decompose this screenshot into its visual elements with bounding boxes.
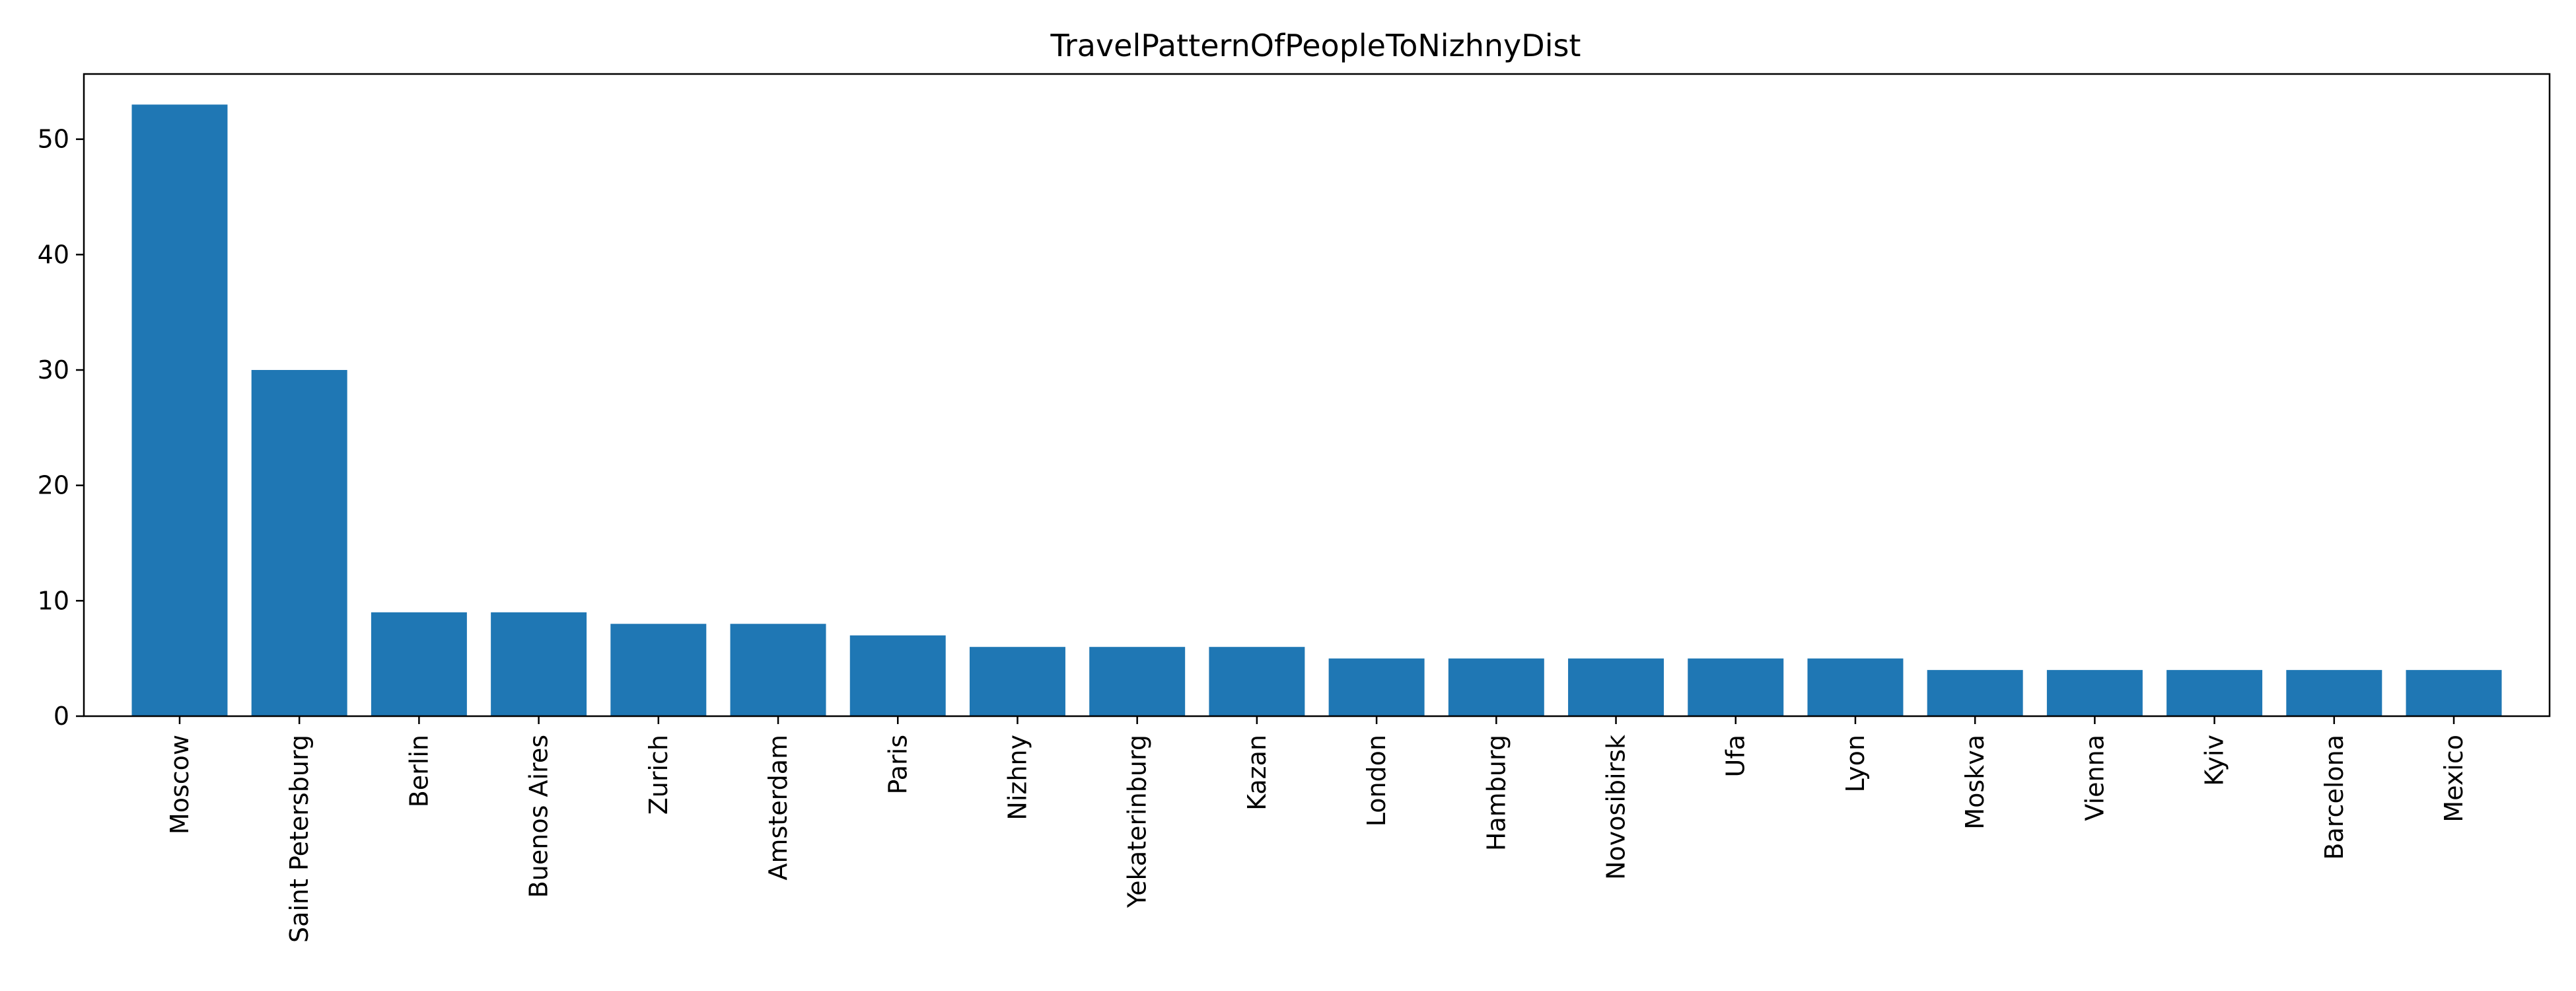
bar-buenos-aires (491, 612, 587, 716)
x-tick-label: Moskva (1960, 735, 1989, 830)
x-tick-label: Yekaterinburg (1123, 735, 1152, 908)
x-tick-label: Novosibirsk (1602, 735, 1631, 880)
bar-ufa (1688, 658, 1784, 716)
bar-kyiv (2166, 670, 2263, 716)
bars-layer (131, 104, 2502, 717)
x-tick-label: Ufa (1721, 735, 1750, 777)
bar-lyon (1807, 658, 1904, 716)
x-tick-label: Kyiv (2200, 735, 2229, 786)
x-tick-label: Buenos Aires (524, 735, 554, 898)
bar-nizhny (969, 647, 1065, 716)
y-tick-label: 40 (38, 240, 69, 269)
bar-moskva (1927, 670, 2023, 716)
bar-hamburg (1448, 658, 1544, 716)
bar-moscow (131, 104, 228, 717)
bar-amsterdam (730, 624, 826, 716)
x-tick-label: Vienna (2080, 735, 2109, 821)
bar-yekaterinburg (1089, 647, 1186, 716)
y-tick-label: 10 (38, 586, 69, 615)
x-tick-label: Saint Petersburg (285, 735, 314, 943)
plot-frame (83, 73, 2551, 717)
y-tick-label: 20 (38, 471, 69, 500)
x-tick-label: London (1362, 735, 1391, 826)
bar-paris (849, 635, 946, 716)
x-tick-label: Mexico (2439, 735, 2468, 823)
bar-zurich (610, 624, 707, 716)
x-tick-label: Amsterdam (764, 735, 793, 880)
bar-london (1328, 658, 1425, 716)
bar-kazan (1209, 647, 1305, 716)
y-tick-label: 50 (38, 125, 69, 154)
x-tick-label: Paris (883, 735, 912, 794)
x-tick-label: Barcelona (2320, 735, 2349, 860)
x-tick-label: Berlin (404, 735, 433, 807)
bar-berlin (371, 612, 467, 716)
bar-saint-petersburg (251, 370, 347, 716)
y-tick-label: 0 (54, 702, 69, 731)
ticks-layer: 0 10 20 30 40 50 Moscow Saint Petersburg Berlin B… (38, 125, 2468, 943)
bar-vienna (2046, 670, 2143, 716)
x-tick-label: Zurich (644, 735, 673, 815)
x-tick-label: Nizhny (1003, 735, 1032, 821)
bar-mexico (2406, 670, 2502, 716)
bar-barcelona (2286, 670, 2382, 716)
x-tick-label: Hamburg (1482, 735, 1511, 851)
y-tick-label: 30 (38, 355, 69, 385)
x-tick-label: Lyon (1841, 735, 1870, 793)
bar-novosibirsk (1568, 658, 1664, 716)
x-tick-label: Kazan (1242, 735, 1271, 811)
x-tick-label: Moscow (165, 735, 194, 834)
chart-title: TravelPatternOfPeopleToNizhnyDist (1050, 28, 1581, 63)
